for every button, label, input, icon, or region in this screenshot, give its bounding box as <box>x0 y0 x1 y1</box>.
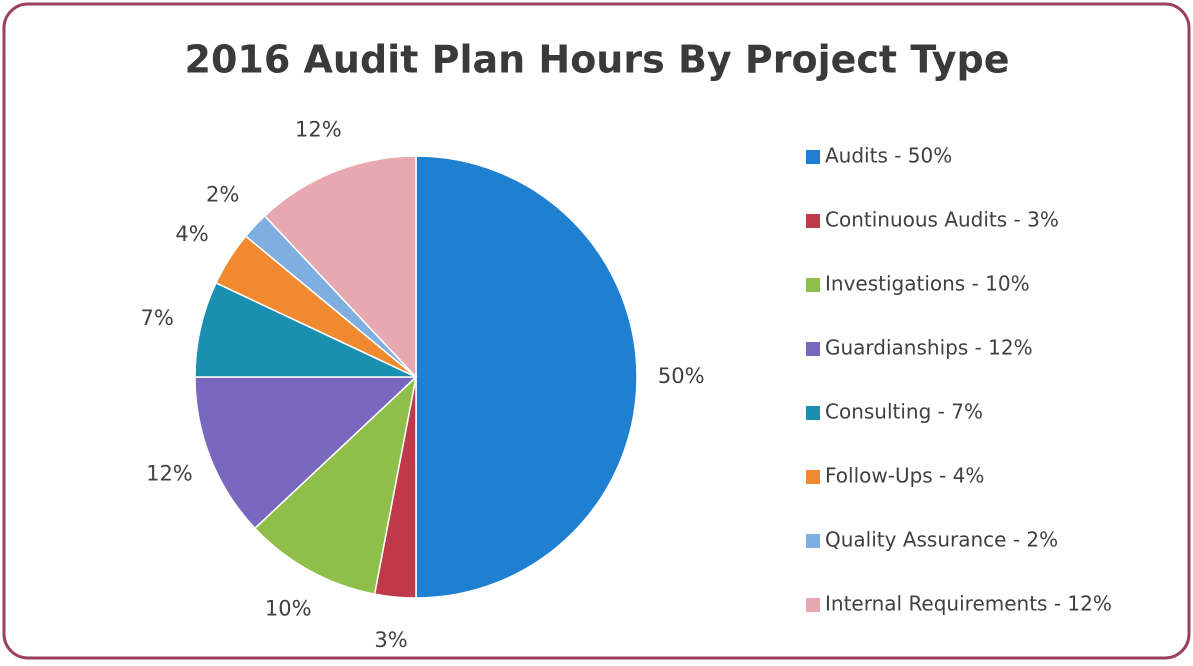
pie-slice <box>263 155 417 379</box>
chart-title: 2016 Audit Plan Hours By Project Type <box>185 38 1010 82</box>
data-label: 12% <box>295 117 342 141</box>
data-label: 12% <box>146 462 193 486</box>
legend-label: Guardianships - 12% <box>825 336 1033 360</box>
legend-swatch <box>806 406 820 420</box>
legend-swatch <box>806 342 820 356</box>
pie-slice <box>415 155 638 599</box>
data-label: 10% <box>265 596 312 620</box>
data-label: 7% <box>141 306 174 330</box>
legend-swatch <box>806 534 820 548</box>
data-label: 3% <box>374 628 407 652</box>
legend-swatch <box>806 278 820 292</box>
legend-swatch <box>806 598 820 612</box>
legend-label: Consulting - 7% <box>825 400 983 424</box>
legend-label: Continuous Audits - 3% <box>825 208 1059 232</box>
data-label: 4% <box>175 222 208 246</box>
data-label: 2% <box>206 182 239 206</box>
legend-swatch <box>806 470 820 484</box>
legend-label: Investigations - 10% <box>825 272 1030 296</box>
legend-label: Quality Assurance - 2% <box>825 528 1058 552</box>
legend-swatch <box>806 150 820 164</box>
legend-label: Audits - 50% <box>825 144 952 168</box>
legend-swatch <box>806 214 820 228</box>
pie-slice <box>253 374 418 595</box>
legend-label: Internal Requirements - 12% <box>825 592 1112 616</box>
pie-slice <box>194 376 418 530</box>
data-label: 50% <box>658 364 705 388</box>
legend-label: Follow-Ups - 4% <box>825 464 984 488</box>
